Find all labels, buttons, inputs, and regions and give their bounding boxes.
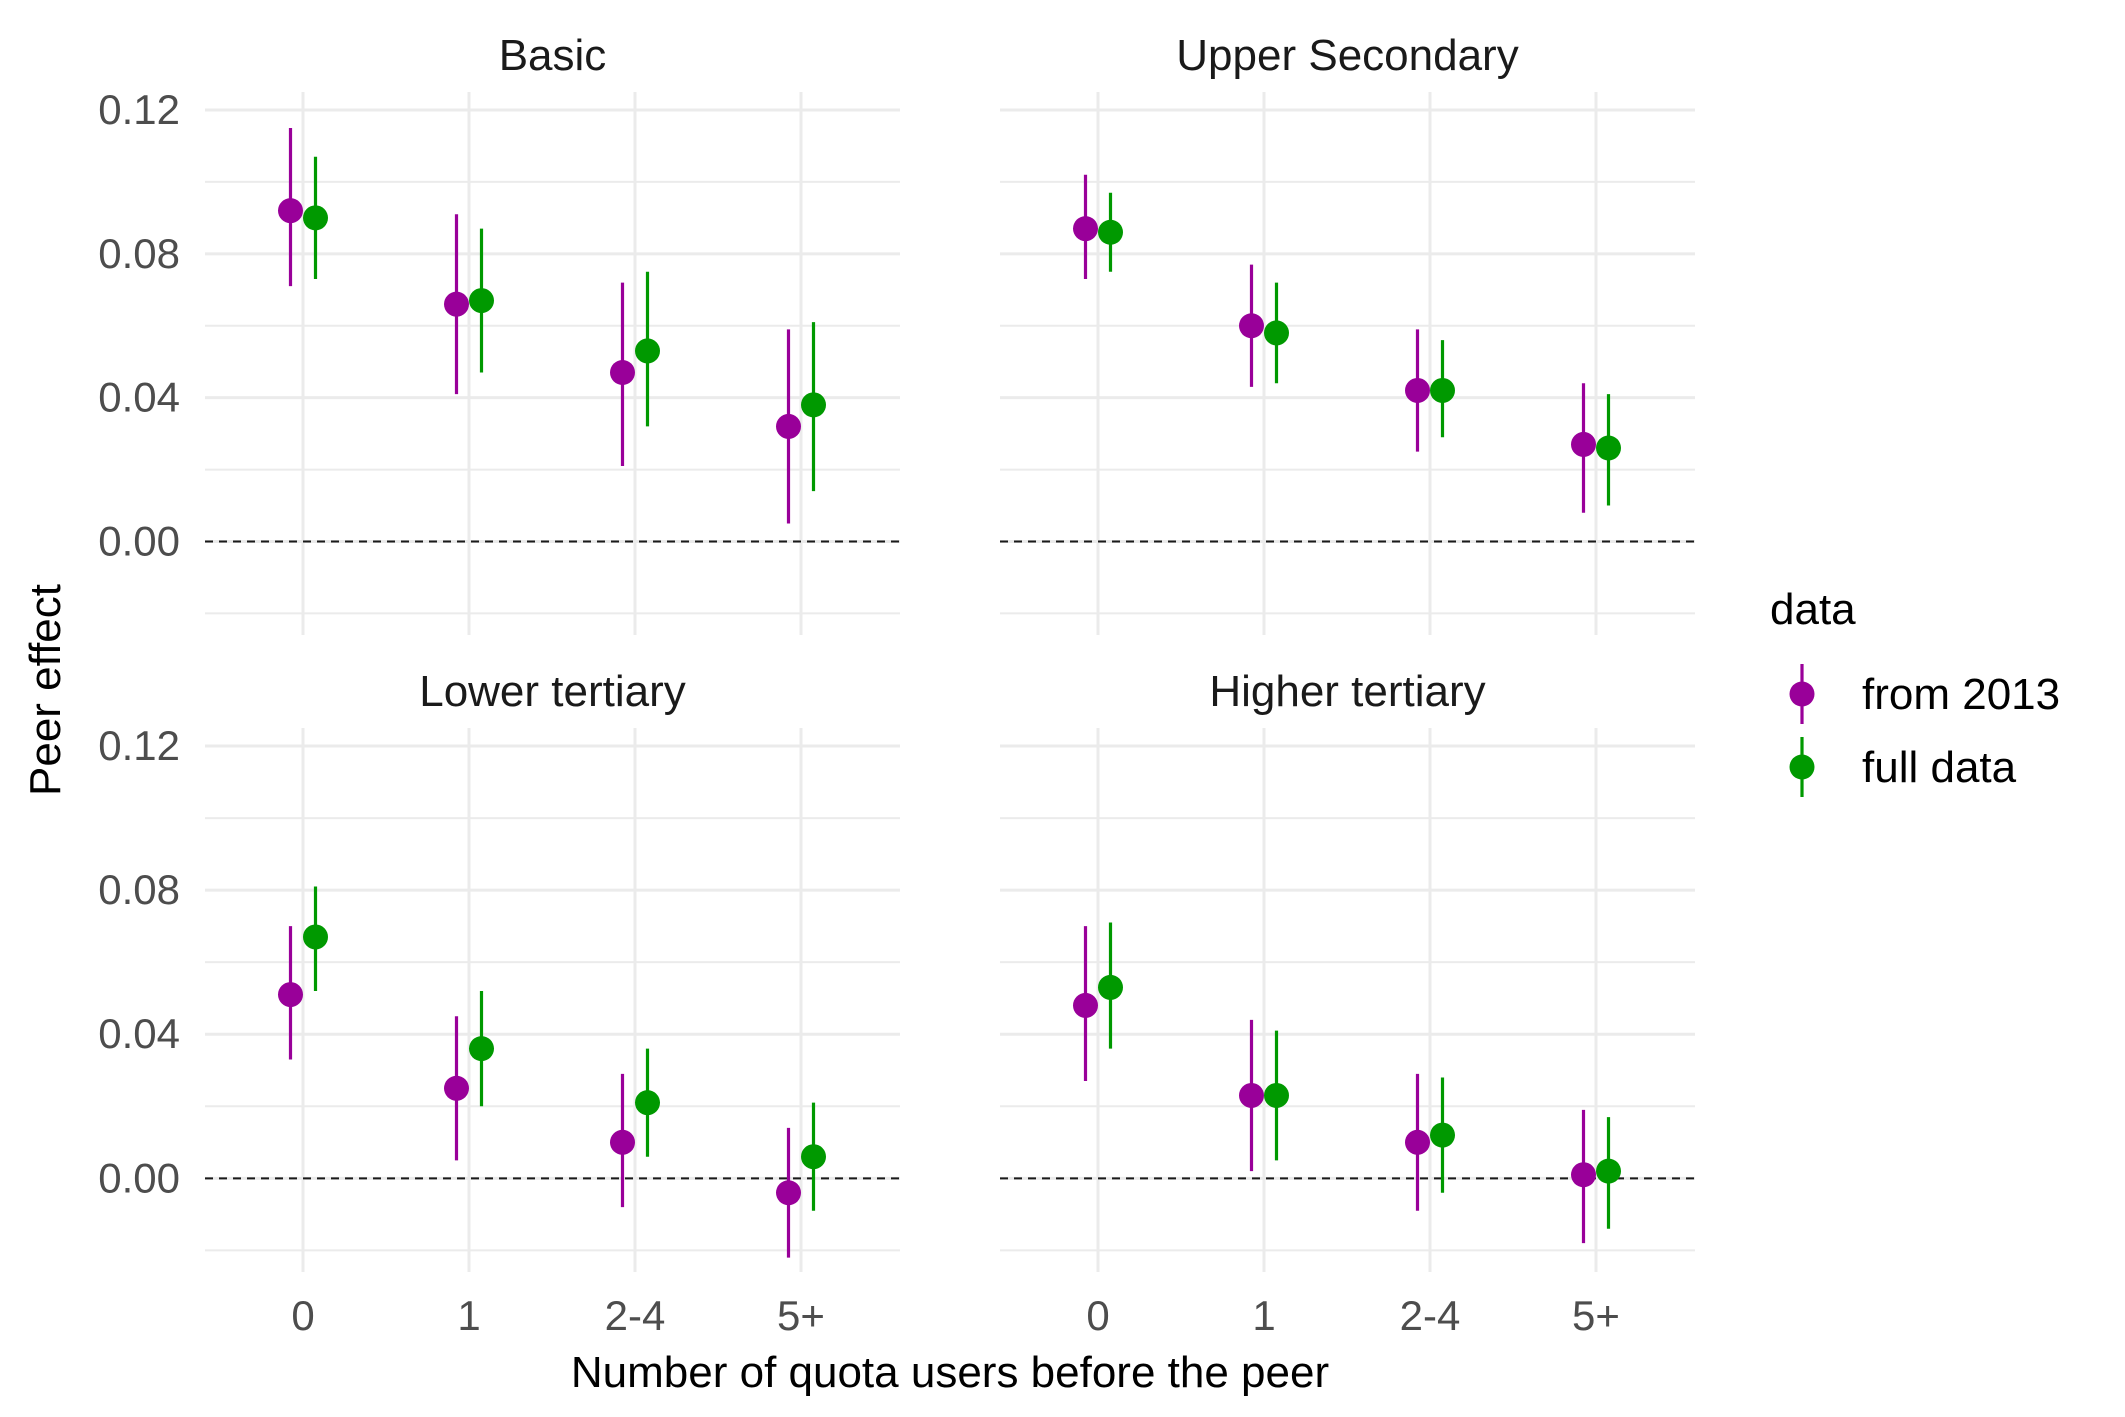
series-full-data [1098, 922, 1621, 1229]
data-point [1571, 1162, 1596, 1188]
y-tick-label: 0.00 [98, 518, 180, 565]
data-point [303, 924, 328, 950]
y-tick-label: 0.00 [98, 1154, 180, 1201]
y-tick-label: 0.04 [98, 374, 180, 421]
data-point [1073, 992, 1098, 1018]
y-tick-labels: 0.00 0.04 0.08 0.12 0.00 0.04 0.08 0.12 [98, 86, 180, 1201]
data-point [444, 1075, 469, 1101]
x-tick-label: 0 [1086, 1292, 1109, 1339]
legend-key-point [1789, 754, 1815, 780]
x-tick-label: 2-4 [1400, 1292, 1461, 1339]
series-from-2013 [278, 127, 801, 524]
data-point [1073, 216, 1098, 242]
series-full-data [1098, 192, 1621, 506]
x-tick-label: 5+ [1572, 1292, 1620, 1339]
y-tick-label: 0.12 [98, 86, 180, 133]
data-point [1405, 377, 1430, 403]
data-point [610, 359, 635, 385]
legend-label: from 2013 [1862, 670, 2060, 719]
data-point [776, 413, 801, 439]
data-point [1596, 1158, 1621, 1184]
x-tick-label: 5+ [777, 1292, 825, 1339]
series-from-2013 [1073, 174, 1596, 513]
legend-item-from-2013: from 2013 [1789, 664, 2060, 724]
facet-title: Higher tertiary [1209, 667, 1485, 716]
series-from-2013 [278, 926, 801, 1258]
x-tick-label: 0 [291, 1292, 314, 1339]
y-tick-label: 0.04 [98, 1010, 180, 1057]
legend: data from 2013 full data [1770, 585, 2060, 797]
x-tick-label: 1 [1252, 1292, 1275, 1339]
data-point [1098, 219, 1123, 245]
data-point [1098, 974, 1123, 1000]
data-point [469, 288, 494, 314]
data-point [278, 198, 303, 224]
series-full-data [303, 156, 826, 492]
x-tick-labels: 0 1 2-4 5+ 0 1 2-4 5+ [291, 1292, 1620, 1339]
facet-title: Lower tertiary [419, 667, 686, 716]
data-point [801, 1144, 826, 1170]
x-tick-label: 1 [457, 1292, 480, 1339]
data-point [776, 1180, 801, 1206]
legend-item-full-data: full data [1789, 737, 2017, 797]
data-point [801, 392, 826, 418]
data-point [1239, 313, 1264, 339]
data-point [1430, 377, 1455, 403]
data-point [635, 338, 660, 364]
legend-label: full data [1862, 743, 2017, 792]
y-tick-label: 0.08 [98, 866, 180, 913]
data-point [303, 205, 328, 231]
legend-title: data [1770, 585, 1856, 634]
panel-lower-tertiary: Lower tertiary [205, 667, 900, 1272]
data-point [1264, 320, 1289, 346]
data-point [1239, 1082, 1264, 1108]
data-point [610, 1129, 635, 1155]
data-point [1430, 1122, 1455, 1148]
series-full-data [303, 886, 826, 1211]
data-point [1596, 435, 1621, 461]
x-tick-label: 2-4 [605, 1292, 666, 1339]
y-tick-label: 0.08 [98, 230, 180, 277]
series-from-2013 [1073, 926, 1596, 1244]
panel-higher-tertiary: Higher tertiary [1000, 667, 1695, 1272]
data-point [444, 291, 469, 317]
panel-upper-secondary: Upper Secondary [1000, 31, 1695, 635]
y-tick-label: 0.12 [98, 722, 180, 769]
data-point [1571, 431, 1596, 457]
facet-title: Upper Secondary [1176, 31, 1518, 80]
data-point [469, 1036, 494, 1062]
legend-key-point [1789, 681, 1815, 707]
panel-basic: Basic [205, 31, 900, 635]
data-point [278, 982, 303, 1008]
facet-title: Basic [499, 31, 607, 80]
data-point [635, 1090, 660, 1116]
y-axis-title: Peer effect [21, 584, 70, 796]
x-axis-title: Number of quota users before the peer [571, 1348, 1329, 1397]
data-point [1264, 1082, 1289, 1108]
panels: Basic Upper Secondary Lower tertiary Higher… [205, 31, 1695, 1272]
data-point [1405, 1129, 1430, 1155]
